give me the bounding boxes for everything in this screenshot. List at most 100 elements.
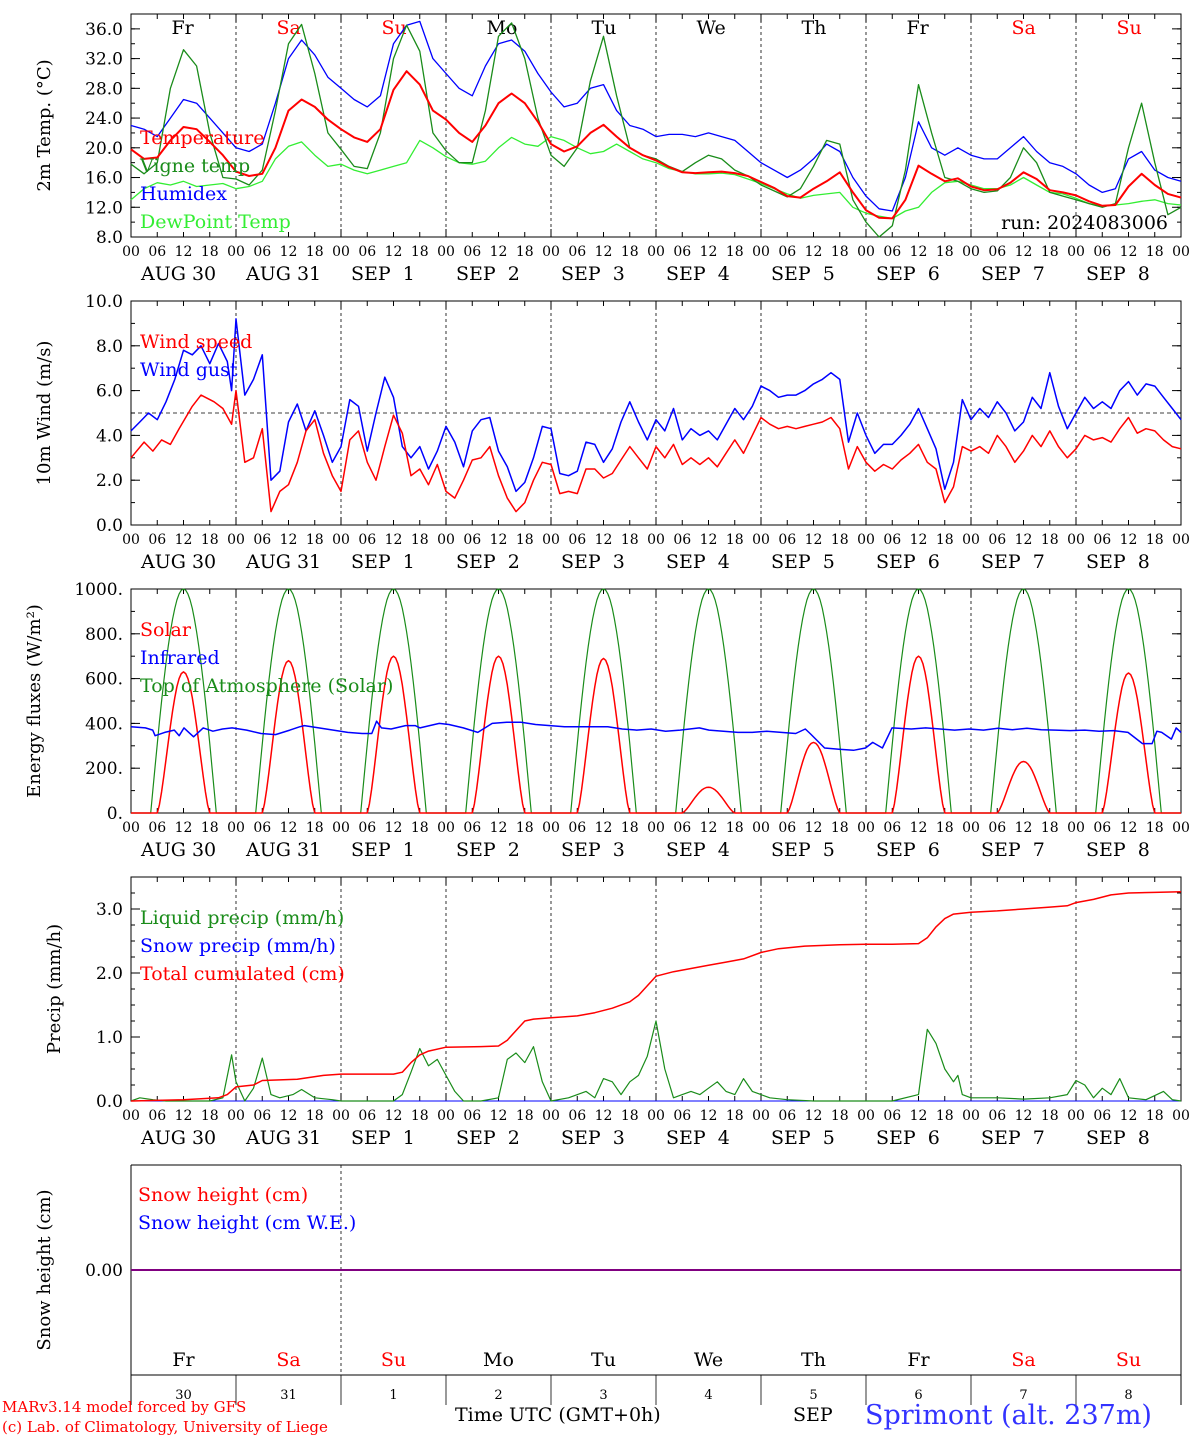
hour-tick-label: 00 <box>437 532 455 548</box>
y-tick-label: 0.00 <box>85 1261 123 1281</box>
hour-tick-label: 06 <box>253 820 271 836</box>
panel-frame <box>130 13 1182 238</box>
date-label: SEP 1 <box>351 1127 415 1149</box>
legend-entry: Total cumulated (cm) <box>140 963 345 985</box>
y-tick-label: 24.0 <box>85 109 123 129</box>
day-number: 30 <box>175 1388 192 1403</box>
day-name: Tu <box>591 1349 616 1371</box>
legend-entry: Snow height (cm) <box>138 1184 308 1206</box>
legend-entry: Humidex <box>140 183 227 205</box>
run-label: run: 2024083006 <box>1001 212 1168 234</box>
month-label: SEP <box>793 1404 833 1426</box>
station-label: Sprimont (alt. 237m) <box>865 1400 1152 1431</box>
date-label: SEP 7 <box>981 551 1045 573</box>
solar-line <box>761 741 866 814</box>
date-label: SEP 3 <box>561 551 625 573</box>
solar-line <box>341 655 446 814</box>
hour-tick-label: 06 <box>988 820 1006 836</box>
y-tick-label: 36.0 <box>85 20 123 40</box>
hour-tick-label: 00 <box>752 820 770 836</box>
day-number: 7 <box>1019 1388 1027 1403</box>
liquid-precip-line <box>130 1020 1182 1102</box>
hour-tick-label: 06 <box>253 1108 271 1124</box>
legend-entry: Wind speed <box>140 331 252 353</box>
date-label: SEP 8 <box>1086 839 1150 861</box>
hour-tick-label: 18 <box>411 820 429 836</box>
toa-solar-line <box>866 588 971 814</box>
hour-tick-label: 12 <box>490 820 508 836</box>
hour-tick-label: 06 <box>1093 532 1111 548</box>
hour-tick-label: 18 <box>306 532 324 548</box>
hour-tick-label: 06 <box>568 1108 586 1124</box>
day-name: Su <box>381 1349 406 1371</box>
hour-tick-label: 06 <box>778 244 796 260</box>
hour-tick-label: 06 <box>358 1108 376 1124</box>
hour-tick-label: 06 <box>778 820 796 836</box>
legend-entry: Snow precip (mm/h) <box>140 935 336 957</box>
hour-tick-label: 00 <box>962 1108 980 1124</box>
hour-tick-label: 06 <box>568 532 586 548</box>
day-name: Th <box>802 17 827 39</box>
hour-tick-label: 00 <box>227 820 245 836</box>
hour-tick-label: 06 <box>673 1108 691 1124</box>
hour-tick-label: 00 <box>1172 820 1190 836</box>
hour-tick-label: 12 <box>385 532 403 548</box>
hour-tick-label: 12 <box>805 820 823 836</box>
hour-tick-label: 00 <box>1172 1108 1190 1124</box>
hour-tick-label: 00 <box>752 244 770 260</box>
y-tick-label: 10.0 <box>85 292 123 312</box>
hour-tick-label: 12 <box>595 532 613 548</box>
hour-tick-label: 12 <box>280 1108 298 1124</box>
hour-tick-label: 00 <box>332 244 350 260</box>
series-line <box>130 70 1182 220</box>
hour-tick-label: 12 <box>280 532 298 548</box>
hour-tick-label: 12 <box>385 244 403 260</box>
hour-tick-label: 12 <box>595 244 613 260</box>
date-label: SEP 8 <box>1086 1127 1150 1149</box>
panel-frame <box>130 588 1182 814</box>
day-number: 31 <box>280 1388 297 1403</box>
hour-tick-label: 12 <box>1120 1108 1138 1124</box>
hour-tick-label: 00 <box>962 820 980 836</box>
infrared-line <box>130 720 1182 752</box>
hour-tick-label: 00 <box>1172 244 1190 260</box>
hour-tick-label: 06 <box>148 532 166 548</box>
hour-tick-label: 18 <box>936 244 954 260</box>
hour-tick-label: 00 <box>542 1108 560 1124</box>
hour-tick-label: 12 <box>1015 532 1033 548</box>
toa-solar-line <box>761 588 866 814</box>
hour-tick-label: 18 <box>516 244 534 260</box>
date-label: SEP 1 <box>351 551 415 573</box>
hour-tick-label: 18 <box>1146 820 1164 836</box>
legend-entry: DewPoint Temp <box>140 211 291 233</box>
hour-tick-label: 18 <box>726 820 744 836</box>
hour-tick-label: 00 <box>122 1108 140 1124</box>
day-number: 3 <box>599 1388 607 1403</box>
y-tick-label: 20.0 <box>85 139 123 159</box>
day-number: 1 <box>389 1388 397 1403</box>
date-label: AUG 30 <box>140 839 216 861</box>
hour-tick-label: 00 <box>647 820 665 836</box>
hour-tick-label: 00 <box>542 532 560 548</box>
hour-tick-label: 06 <box>883 1108 901 1124</box>
hour-tick-label: 06 <box>568 244 586 260</box>
hour-tick-label: 06 <box>778 1108 796 1124</box>
day-name: Fr <box>907 1349 930 1371</box>
date-label: SEP 8 <box>1086 263 1150 285</box>
hour-tick-label: 12 <box>805 244 823 260</box>
y-axis-label: Snow height (cm) <box>34 1189 55 1350</box>
date-label: SEP 4 <box>666 839 730 861</box>
hour-tick-label: 18 <box>831 1108 849 1124</box>
hour-tick-label: 00 <box>857 1108 875 1124</box>
date-label: SEP 2 <box>456 551 520 573</box>
hour-tick-label: 12 <box>910 820 928 836</box>
date-label: SEP 8 <box>1086 551 1150 573</box>
solar-line <box>971 760 1076 814</box>
y-tick-label: 1000. <box>74 580 123 600</box>
hour-tick-label: 06 <box>883 820 901 836</box>
hour-tick-label: 06 <box>463 244 481 260</box>
legend-entry: Infrared <box>140 647 220 669</box>
hour-tick-label: 18 <box>411 1108 429 1124</box>
solar-line <box>866 655 971 814</box>
y-tick-label: 6.0 <box>96 382 123 402</box>
